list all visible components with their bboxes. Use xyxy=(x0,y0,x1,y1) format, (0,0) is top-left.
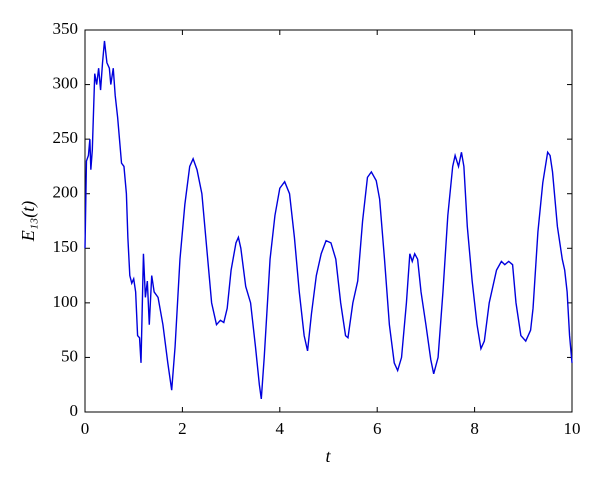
x-tick-label: 2 xyxy=(178,419,187,438)
y-tick-label: 300 xyxy=(53,73,79,92)
x-axis-label: t xyxy=(325,446,331,466)
x-tick-label: 4 xyxy=(276,419,285,438)
x-tick-label: 8 xyxy=(470,419,479,438)
y-tick-label: 150 xyxy=(53,237,79,256)
data-line xyxy=(84,40,573,399)
x-tick-label: 6 xyxy=(373,419,382,438)
y-tick-label: 100 xyxy=(53,292,79,311)
y-tick-label: 50 xyxy=(61,346,78,365)
y-axis-label: E₁₃(t) xyxy=(18,201,39,243)
y-tick-label: 0 xyxy=(70,401,79,420)
y-tick-label: 250 xyxy=(53,128,79,147)
x-tick-label: 10 xyxy=(564,419,581,438)
y-tick-label: 350 xyxy=(53,19,79,38)
x-tick-label: 0 xyxy=(81,419,90,438)
plot-frame xyxy=(84,29,573,413)
y-tick-label: 200 xyxy=(53,183,79,202)
